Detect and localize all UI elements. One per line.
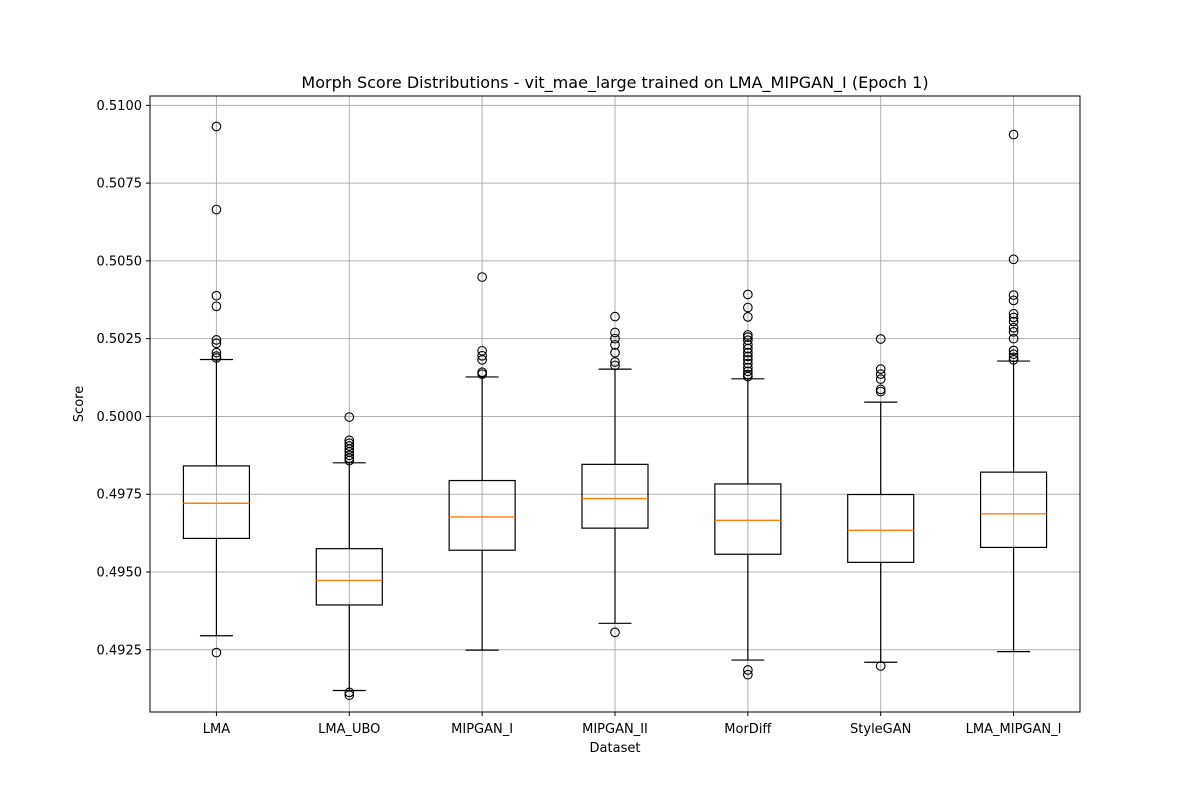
outlier-point	[211, 301, 222, 312]
x-axis-label: Dataset	[590, 741, 641, 756]
outlier-point	[743, 354, 753, 365]
outlier-point	[1008, 345, 1019, 356]
box-stylegan	[847, 334, 915, 671]
outlier-point	[344, 412, 355, 422]
outlier-point	[743, 302, 753, 313]
x-tick-label-lma-mipgan-i: LMA_MIPGAN_I	[966, 722, 1062, 737]
outlier-point	[610, 360, 620, 371]
outlier-point	[1008, 308, 1019, 319]
iqr-box	[847, 493, 915, 563]
box-mipgan-i	[448, 272, 516, 651]
box-lma-ubo	[315, 412, 383, 701]
outlier-point	[344, 690, 355, 701]
outlier-point	[743, 340, 753, 350]
box-layer	[182, 121, 1048, 701]
outlier-point	[875, 661, 886, 671]
outlier-point	[211, 338, 222, 349]
outlier-point	[743, 351, 753, 362]
iqr-box	[182, 465, 251, 539]
outlier-point	[610, 333, 620, 344]
outlier-point	[610, 357, 620, 367]
outlier-point	[1008, 352, 1019, 363]
x-tick-label-mipgan-ii: MIPGAN_II	[582, 722, 648, 737]
outlier-point	[610, 340, 620, 350]
outlier-point	[743, 669, 753, 680]
outlier-point	[743, 358, 753, 369]
y-tick-label: 0.5100	[97, 99, 143, 114]
x-tick-label-lma-ubo: LMA_UBO	[318, 722, 380, 737]
outlier-point	[344, 455, 355, 466]
x-tick-label-mordiff: MorDiff	[724, 722, 772, 737]
outlier-point	[1008, 290, 1019, 300]
outlier-point	[743, 371, 753, 382]
outlier-point	[1008, 326, 1019, 337]
outlier-point	[875, 334, 886, 344]
outlier-point	[875, 374, 886, 384]
outlier-point	[211, 121, 222, 132]
outlier-point	[743, 665, 753, 675]
outlier-point	[610, 347, 620, 358]
outlier-point	[743, 347, 753, 358]
x-tick-label-lma: LMA	[203, 722, 230, 737]
outlier-point	[344, 441, 355, 451]
iqr-box	[714, 483, 782, 555]
y-tick-label: 0.5075	[97, 177, 143, 192]
outlier-point	[344, 450, 355, 461]
outlier-point	[344, 687, 355, 698]
outlier-point	[211, 335, 222, 345]
outlier-point	[1008, 254, 1019, 265]
outlier-point	[610, 627, 620, 638]
outlier-point	[875, 369, 886, 379]
outlier-point	[1008, 295, 1019, 306]
outlier-point	[743, 366, 753, 377]
outlier-point	[477, 350, 487, 361]
y-tick-label: 0.4925	[97, 643, 143, 658]
outlier-point	[610, 311, 620, 322]
outlier-point	[1008, 316, 1019, 327]
y-tick-label: 0.5000	[97, 410, 143, 425]
outlier-point	[1008, 349, 1019, 360]
outlier-point	[1008, 354, 1019, 365]
box-mordiff	[714, 289, 782, 680]
y-tick-label: 0.4950	[97, 566, 143, 581]
outlier-point	[743, 289, 753, 300]
outlier-point	[211, 204, 222, 215]
box-mipgan-ii	[581, 311, 649, 638]
box-lma-mipgan-i	[979, 129, 1048, 653]
outlier-point	[610, 327, 620, 338]
x-tick-label-mipgan-i: MIPGAN_I	[451, 722, 513, 737]
outlier-point	[875, 364, 886, 375]
outlier-point	[477, 354, 487, 365]
outlier-point	[1008, 322, 1019, 333]
box-lma	[182, 121, 251, 658]
iqr-box	[581, 463, 649, 529]
outlier-point	[1008, 333, 1019, 344]
y-axis-label: Score	[72, 386, 87, 422]
outlier-point	[743, 312, 753, 322]
y-tick-label: 0.5025	[97, 332, 143, 347]
iqr-box	[448, 479, 516, 551]
iqr-box	[979, 471, 1048, 549]
outlier-point	[211, 347, 222, 358]
outlier-point	[211, 353, 222, 363]
y-tick-label: 0.5050	[97, 254, 143, 269]
outlier-point	[211, 647, 222, 658]
outlier-point	[477, 272, 487, 282]
tick-layer: 0.4925 0.4950 0.4975 0.5000 0.5025 0.5050 0.50…	[97, 99, 1062, 737]
outlier-point	[211, 290, 222, 301]
outlier-point	[743, 343, 753, 354]
outlier-point	[1008, 312, 1019, 323]
outlier-point	[1008, 129, 1019, 140]
outlier-point	[477, 369, 487, 379]
iqr-box	[315, 548, 383, 606]
outlier-point	[875, 386, 886, 397]
outlier-point	[344, 453, 355, 463]
outlier-point	[743, 332, 753, 342]
chart-title: Morph Score Distributions - vit_mae_larg…	[301, 73, 928, 93]
y-tick-label: 0.4975	[97, 488, 143, 503]
x-tick-label-stylegan: StyleGAN	[850, 722, 911, 737]
